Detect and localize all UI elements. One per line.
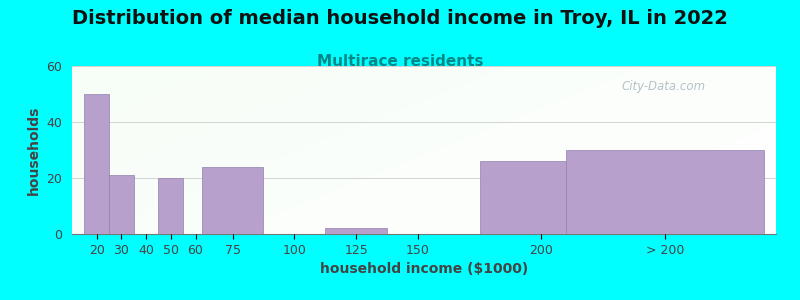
- Bar: [109, 175, 134, 234]
- Text: Distribution of median household income in Troy, IL in 2022: Distribution of median household income …: [72, 9, 728, 28]
- Bar: [325, 228, 387, 234]
- Y-axis label: households: households: [27, 105, 41, 195]
- Text: Multirace residents: Multirace residents: [317, 54, 483, 69]
- Text: City-Data.com: City-Data.com: [621, 80, 706, 93]
- Bar: [84, 94, 109, 234]
- Bar: [479, 161, 603, 234]
- X-axis label: household income ($1000): household income ($1000): [320, 262, 528, 276]
- Bar: [202, 167, 263, 234]
- Bar: [158, 178, 183, 234]
- Bar: [566, 150, 764, 234]
